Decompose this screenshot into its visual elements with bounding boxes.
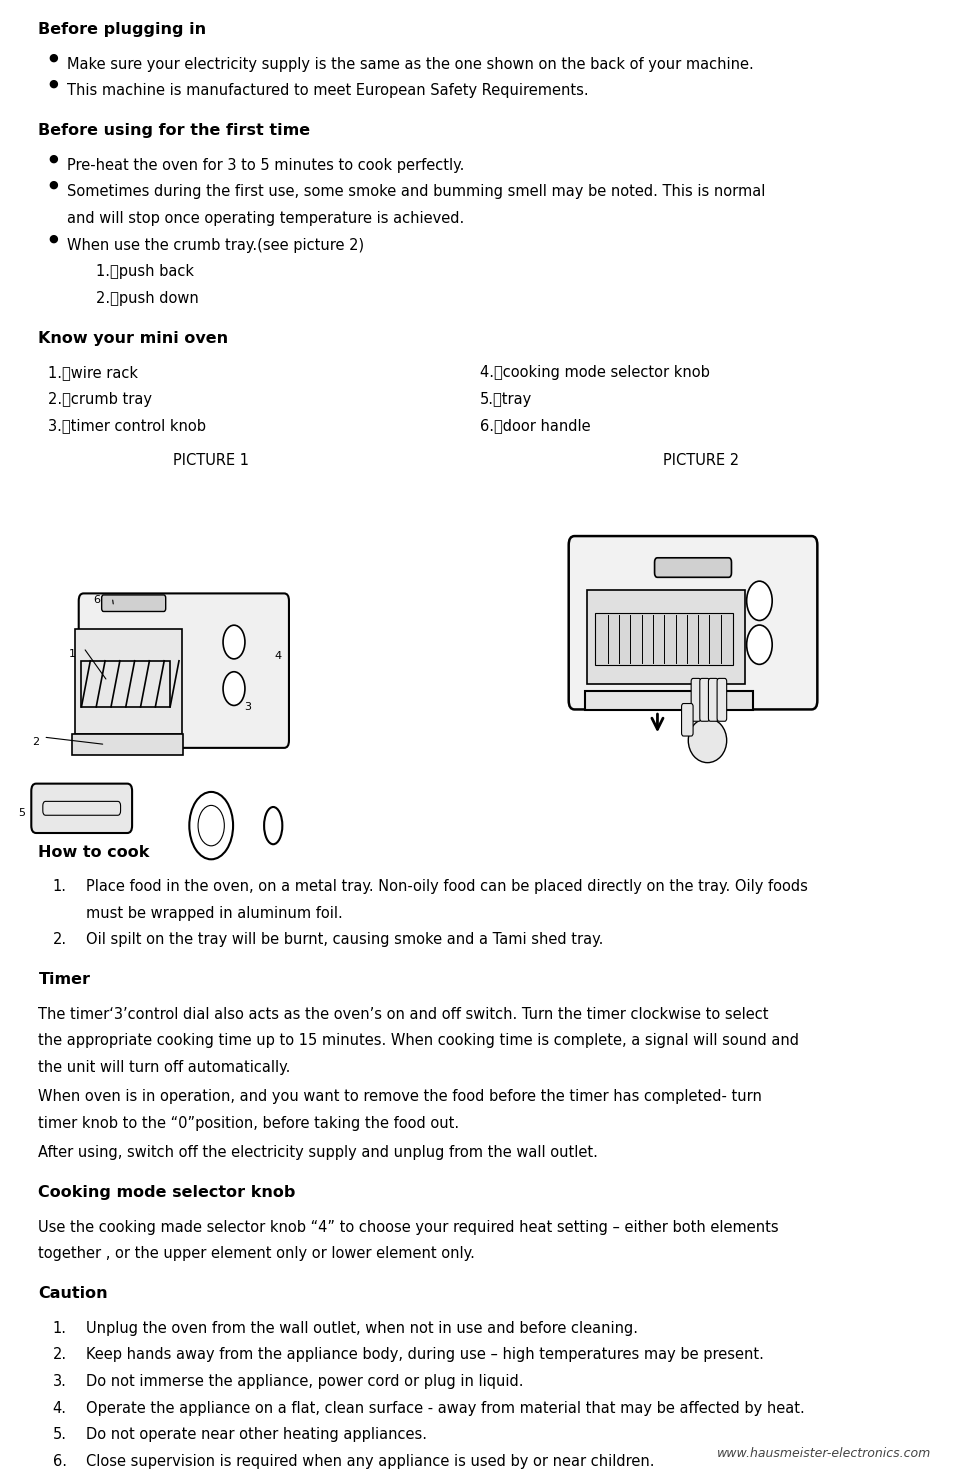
Text: Caution: Caution [38, 1286, 108, 1301]
Text: Operate the appliance on a flat, clean surface - away from material that may be : Operate the appliance on a flat, clean s… [86, 1401, 805, 1416]
Text: Use the cooking made selector knob “4” to choose your required heat setting – ei: Use the cooking made selector knob “4” t… [38, 1219, 779, 1234]
Circle shape [223, 625, 245, 659]
Text: Cooking mode selector knob: Cooking mode selector knob [38, 1185, 296, 1200]
Text: Place food in the oven, on a metal tray. Non-oily food can be placed directly on: Place food in the oven, on a metal tray.… [86, 879, 808, 894]
Text: timer knob to the “0”position, before taking the food out.: timer knob to the “0”position, before ta… [38, 1116, 460, 1131]
Text: Unplug the oven from the wall outlet, when not in use and before cleaning.: Unplug the oven from the wall outlet, wh… [86, 1321, 638, 1336]
Text: Before plugging in: Before plugging in [38, 22, 206, 37]
Text: After using, switch off the electricity supply and unplug from the wall outlet.: After using, switch off the electricity … [38, 1145, 598, 1160]
Text: ●: ● [48, 154, 58, 164]
Text: Before using for the first time: Before using for the first time [38, 123, 310, 139]
Text: 5: 5 [18, 808, 25, 819]
Circle shape [747, 581, 772, 621]
FancyBboxPatch shape [102, 596, 166, 612]
FancyBboxPatch shape [79, 594, 289, 748]
Text: PICTURE 1: PICTURE 1 [173, 454, 250, 469]
Text: 2.	crumb tray: 2. crumb tray [48, 392, 152, 406]
Text: Pre-heat the oven for 3 to 5 minutes to cook perfectly.: Pre-heat the oven for 3 to 5 minutes to … [67, 158, 465, 173]
Text: 4.: 4. [53, 1401, 67, 1416]
Text: ●: ● [48, 234, 58, 244]
Text: Keep hands away from the appliance body, during use – high temperatures may be p: Keep hands away from the appliance body,… [86, 1348, 764, 1363]
FancyBboxPatch shape [700, 678, 709, 721]
Text: This machine is manufactured to meet European Safety Requirements.: This machine is manufactured to meet Eur… [67, 83, 588, 99]
Text: 2: 2 [33, 738, 39, 746]
Text: the appropriate cooking time up to 15 minutes. When cooking time is complete, a : the appropriate cooking time up to 15 mi… [38, 1033, 800, 1048]
Text: Sometimes during the first use, some smoke and bumming smell may be noted. This : Sometimes during the first use, some smo… [67, 185, 765, 200]
Text: Timer: Timer [38, 973, 90, 987]
Text: 2.: 2. [53, 933, 67, 947]
FancyBboxPatch shape [655, 557, 732, 578]
Text: 3.: 3. [53, 1375, 66, 1389]
Text: The timer‘3’control dial also acts as the oven’s on and off switch. Turn the tim: The timer‘3’control dial also acts as th… [38, 1007, 769, 1021]
Text: Know your mini oven: Know your mini oven [38, 331, 228, 346]
Text: When use the crumb tray.(see picture 2): When use the crumb tray.(see picture 2) [67, 238, 365, 253]
Text: 2.	push down: 2. push down [96, 291, 199, 306]
Text: 6.	door handle: 6. door handle [480, 418, 590, 433]
Text: 5.: 5. [53, 1428, 67, 1443]
Text: 5.	tray: 5. tray [480, 392, 532, 406]
FancyBboxPatch shape [568, 537, 817, 709]
Text: 3: 3 [244, 702, 251, 711]
Text: 1.: 1. [53, 1321, 67, 1336]
FancyBboxPatch shape [75, 628, 181, 735]
Text: 1.	push back: 1. push back [96, 265, 194, 279]
Text: Do not operate near other heating appliances.: Do not operate near other heating applia… [86, 1428, 427, 1443]
Text: 2.: 2. [53, 1348, 67, 1363]
Circle shape [189, 792, 233, 859]
Ellipse shape [264, 807, 282, 844]
FancyBboxPatch shape [717, 678, 727, 721]
FancyBboxPatch shape [72, 733, 183, 755]
FancyBboxPatch shape [708, 678, 718, 721]
FancyBboxPatch shape [587, 590, 745, 683]
Text: ●: ● [48, 52, 58, 62]
Text: www.hausmeister-electronics.com: www.hausmeister-electronics.com [717, 1447, 931, 1460]
Text: ●: ● [48, 78, 58, 89]
FancyBboxPatch shape [595, 613, 733, 665]
FancyBboxPatch shape [691, 678, 701, 721]
Text: 6.: 6. [53, 1454, 67, 1469]
Text: How to cook: How to cook [38, 844, 150, 860]
Text: 1.	wire rack: 1. wire rack [48, 365, 138, 380]
Text: ●: ● [48, 180, 58, 191]
Text: Close supervision is required when any appliance is used by or near children.: Close supervision is required when any a… [86, 1454, 655, 1469]
Text: When oven is in operation, and you want to remove the food before the timer has : When oven is in operation, and you want … [38, 1089, 762, 1104]
Text: PICTURE 2: PICTURE 2 [662, 454, 739, 469]
Text: Make sure your electricity supply is the same as the one shown on the back of yo: Make sure your electricity supply is the… [67, 56, 754, 72]
Circle shape [747, 625, 772, 665]
Text: Oil spilt on the tray will be burnt, causing smoke and a Tami shed tray.: Oil spilt on the tray will be burnt, cau… [86, 933, 604, 947]
Text: 6: 6 [93, 596, 100, 606]
FancyBboxPatch shape [32, 783, 132, 834]
Text: Do not immerse the appliance, power cord or plug in liquid.: Do not immerse the appliance, power cord… [86, 1375, 524, 1389]
Text: and will stop once operating temperature is achieved.: and will stop once operating temperature… [67, 211, 465, 226]
Text: must be wrapped in aluminum foil.: must be wrapped in aluminum foil. [86, 906, 343, 921]
FancyBboxPatch shape [682, 704, 693, 736]
Text: together , or the upper element only or lower element only.: together , or the upper element only or … [38, 1246, 475, 1261]
Text: the unit will turn off automatically.: the unit will turn off automatically. [38, 1060, 291, 1075]
Ellipse shape [688, 718, 727, 763]
Text: 4: 4 [275, 652, 281, 661]
Text: 1.: 1. [53, 879, 67, 894]
FancyBboxPatch shape [586, 692, 754, 709]
Circle shape [223, 671, 245, 705]
Text: 4.	cooking mode selector knob: 4. cooking mode selector knob [480, 365, 709, 380]
Text: 3.	timer control knob: 3. timer control knob [48, 418, 206, 433]
Text: 1: 1 [69, 649, 76, 659]
